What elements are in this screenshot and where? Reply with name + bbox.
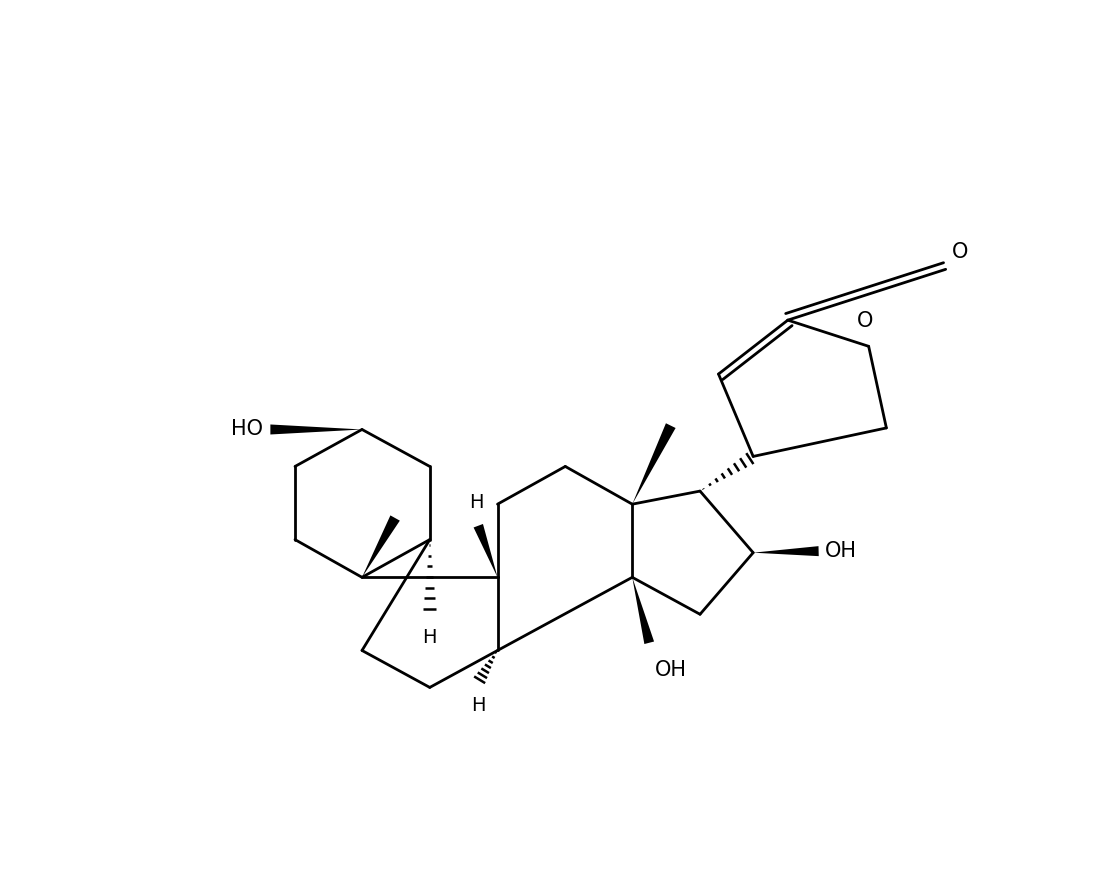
Text: H: H xyxy=(471,696,486,715)
Text: O: O xyxy=(952,241,968,262)
Text: HO: HO xyxy=(231,420,262,439)
Polygon shape xyxy=(270,424,362,434)
Text: OH: OH xyxy=(825,541,857,561)
Text: O: O xyxy=(857,311,873,331)
Polygon shape xyxy=(753,546,818,556)
Polygon shape xyxy=(473,524,498,577)
Polygon shape xyxy=(633,423,676,504)
Polygon shape xyxy=(633,577,654,644)
Polygon shape xyxy=(362,515,400,577)
Text: OH: OH xyxy=(656,659,687,680)
Text: H: H xyxy=(469,493,483,512)
Text: H: H xyxy=(422,629,437,647)
